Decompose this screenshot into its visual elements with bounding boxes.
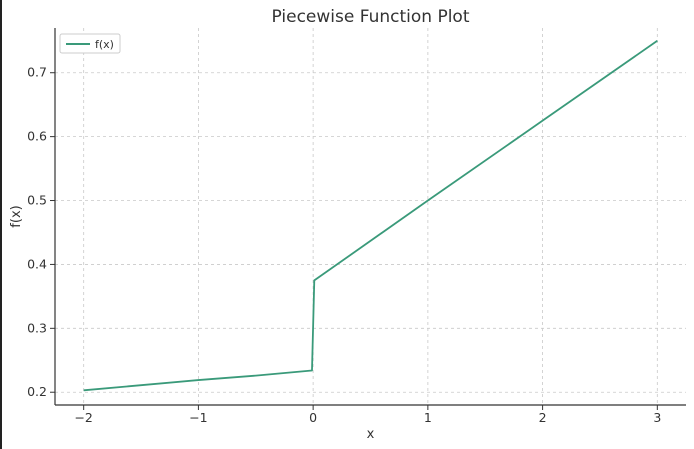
axes-layer: −2 −1 0 1 2 3 0.2 0.3 0.4 0.5 0.6 0.7 bbox=[27, 28, 686, 425]
y-tick-label: 0.3 bbox=[27, 320, 47, 335]
series-layer bbox=[83, 40, 658, 392]
legend-label: f(x) bbox=[95, 38, 114, 51]
grid-layer bbox=[55, 28, 686, 405]
y-tick-label: 0.4 bbox=[27, 256, 47, 271]
x-tick-label: −1 bbox=[189, 410, 207, 425]
series-line bbox=[83, 40, 658, 392]
y-axis-label: f(x) bbox=[9, 205, 24, 227]
x-tick-label: 1 bbox=[424, 410, 432, 425]
x-tick-label: 0 bbox=[309, 410, 317, 425]
x-tick-label: 2 bbox=[539, 410, 547, 425]
y-tick-label: 0.6 bbox=[27, 129, 47, 144]
x-tick-label: −2 bbox=[74, 410, 92, 425]
left-edge-border bbox=[0, 0, 2, 449]
x-axis-label: x bbox=[367, 427, 375, 442]
y-tick-label: 0.5 bbox=[27, 193, 47, 208]
chart-title: Piecewise Function Plot bbox=[272, 7, 470, 27]
y-tick-label: 0.7 bbox=[27, 65, 47, 80]
x-tick-label: 3 bbox=[653, 410, 661, 425]
legend: f(x) bbox=[59, 33, 121, 54]
y-tick-label: 0.2 bbox=[27, 384, 47, 399]
